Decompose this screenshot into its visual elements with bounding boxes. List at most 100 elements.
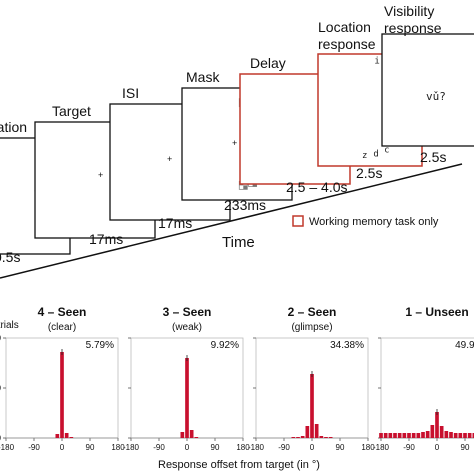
x-tick-label: 180 — [361, 443, 375, 452]
x-tick-label: 90 — [461, 443, 470, 452]
histogram-bar — [425, 431, 430, 438]
x-axis-label: Response offset from target (in °) — [158, 459, 320, 471]
histogram-bar — [189, 430, 194, 438]
histogram-bar — [407, 433, 411, 438]
histogram-bar — [393, 433, 397, 438]
location-letter: z — [362, 151, 367, 161]
panel-percent: 9.92% — [211, 340, 239, 351]
x-tick-label: 90 — [211, 443, 220, 452]
histogram-bar — [463, 433, 467, 438]
x-tick-label: 0 — [185, 443, 190, 452]
histogram-bar — [397, 433, 402, 438]
visibility-glyph: vǔ? — [426, 90, 446, 103]
panel-subtitle: (weak) — [172, 322, 202, 333]
visibility-response-label-line1: Visibility — [384, 3, 434, 19]
y-tick-label: 100 — [0, 333, 1, 343]
panel-title: 4 – Seen — [38, 305, 87, 319]
histogram-bar — [472, 433, 474, 438]
histogram-bar — [55, 434, 60, 438]
histogram-bar — [296, 437, 300, 438]
histogram-bar — [416, 433, 421, 438]
histogram-bar — [185, 358, 189, 438]
panel-frame — [380, 337, 474, 439]
histogram-panels: 4 – Seen(clear)5.79%100500-180-900901803… — [0, 305, 474, 452]
y-tick-label: 0 — [0, 433, 1, 443]
x-tick-label: 90 — [86, 443, 95, 452]
histogram-bar — [383, 433, 388, 438]
fixation-label: Fixation — [0, 119, 27, 135]
histogram-bar — [64, 433, 69, 438]
mask-label: Mask — [186, 69, 220, 85]
panel-subtitle: (clear) — [48, 322, 76, 333]
location-letter: i — [374, 57, 379, 67]
frame-visibility-response: vǔ? Visibility response 2.5s — [381, 3, 474, 165]
location-response-label-line2: response — [318, 36, 376, 52]
location-duration: 2.5s — [356, 165, 382, 181]
histogram-bar — [314, 424, 319, 438]
histogram-bar — [430, 425, 435, 438]
location-letter: c — [384, 146, 389, 156]
x-tick-label: 90 — [336, 443, 345, 452]
histogram-bar — [421, 432, 425, 438]
y-axis-label: % trials — [0, 320, 19, 331]
delay-label: Delay — [250, 55, 286, 71]
legend-text: Working memory task only — [309, 216, 439, 228]
panel-title: 3 – Seen — [163, 305, 212, 319]
x-tick-label: -180 — [248, 443, 265, 452]
histogram-bar — [291, 437, 296, 438]
target-label: Target — [52, 103, 91, 119]
histogram-bar — [305, 426, 310, 438]
isi-duration: 17ms — [158, 215, 192, 231]
x-tick-label: -90 — [278, 443, 290, 452]
panel-title: 1 – Unseen — [405, 305, 468, 319]
histogram-panel: 2 – Seen (glimpse) 34.38% -180 -90 0 90 180 — [248, 305, 375, 452]
visibility-response-label-line2: response — [384, 20, 442, 36]
histogram-bar — [453, 433, 458, 438]
x-tick-label: 0 — [435, 443, 440, 452]
panel-percent: 34.38% — [330, 340, 364, 351]
histogram-bar — [467, 433, 472, 438]
histogram-bar — [439, 426, 444, 438]
x-tick-label: -180 — [0, 443, 15, 452]
histogram-bar — [60, 352, 64, 438]
legend-swatch — [292, 215, 304, 227]
histogram-bar — [458, 433, 463, 438]
histogram-bar — [324, 437, 328, 438]
histogram-bar — [379, 433, 383, 438]
histogram-bar — [402, 433, 407, 438]
isi-label: ISI — [122, 85, 139, 101]
time-axis-line — [0, 163, 463, 279]
histogram-panel: 3 – Seen (weak) 9.92% -180 -90 0 90 180 — [123, 305, 250, 452]
histogram-bar — [180, 432, 185, 438]
panel-title: 2 – Seen — [288, 305, 337, 319]
histogram-bar — [69, 437, 74, 438]
histogram-bar — [388, 433, 393, 438]
x-tick-label: 0 — [310, 443, 315, 452]
x-tick-label: 180 — [236, 443, 250, 452]
visibility-duration: 2.5s — [420, 149, 446, 165]
histogram-bar — [194, 437, 199, 438]
mask-cross: + — [232, 138, 237, 148]
panel-subtitle: (glimpse) — [291, 322, 332, 333]
panel-percent: 49.91% — [455, 340, 474, 351]
visibility-frame — [381, 33, 474, 147]
fixation-duration: 0.5s — [0, 249, 20, 265]
location-response-label-line1: Location — [318, 19, 371, 35]
delay-duration: 2.5 – 4.0s — [286, 179, 348, 195]
x-tick-label: 0 — [60, 443, 65, 452]
target-cross: + — [98, 170, 103, 180]
histogram-bar — [328, 437, 333, 438]
target-duration: 17ms — [89, 231, 123, 247]
x-tick-label: -180 — [373, 443, 390, 452]
x-tick-label: -90 — [153, 443, 165, 452]
histogram-bar — [435, 412, 439, 438]
histogram-bar — [310, 374, 314, 438]
x-tick-label: -180 — [123, 443, 140, 452]
x-tick-label: -90 — [28, 443, 40, 452]
histogram-bar — [444, 431, 449, 438]
histogram-bar — [319, 436, 324, 438]
histogram-bar — [300, 436, 305, 438]
